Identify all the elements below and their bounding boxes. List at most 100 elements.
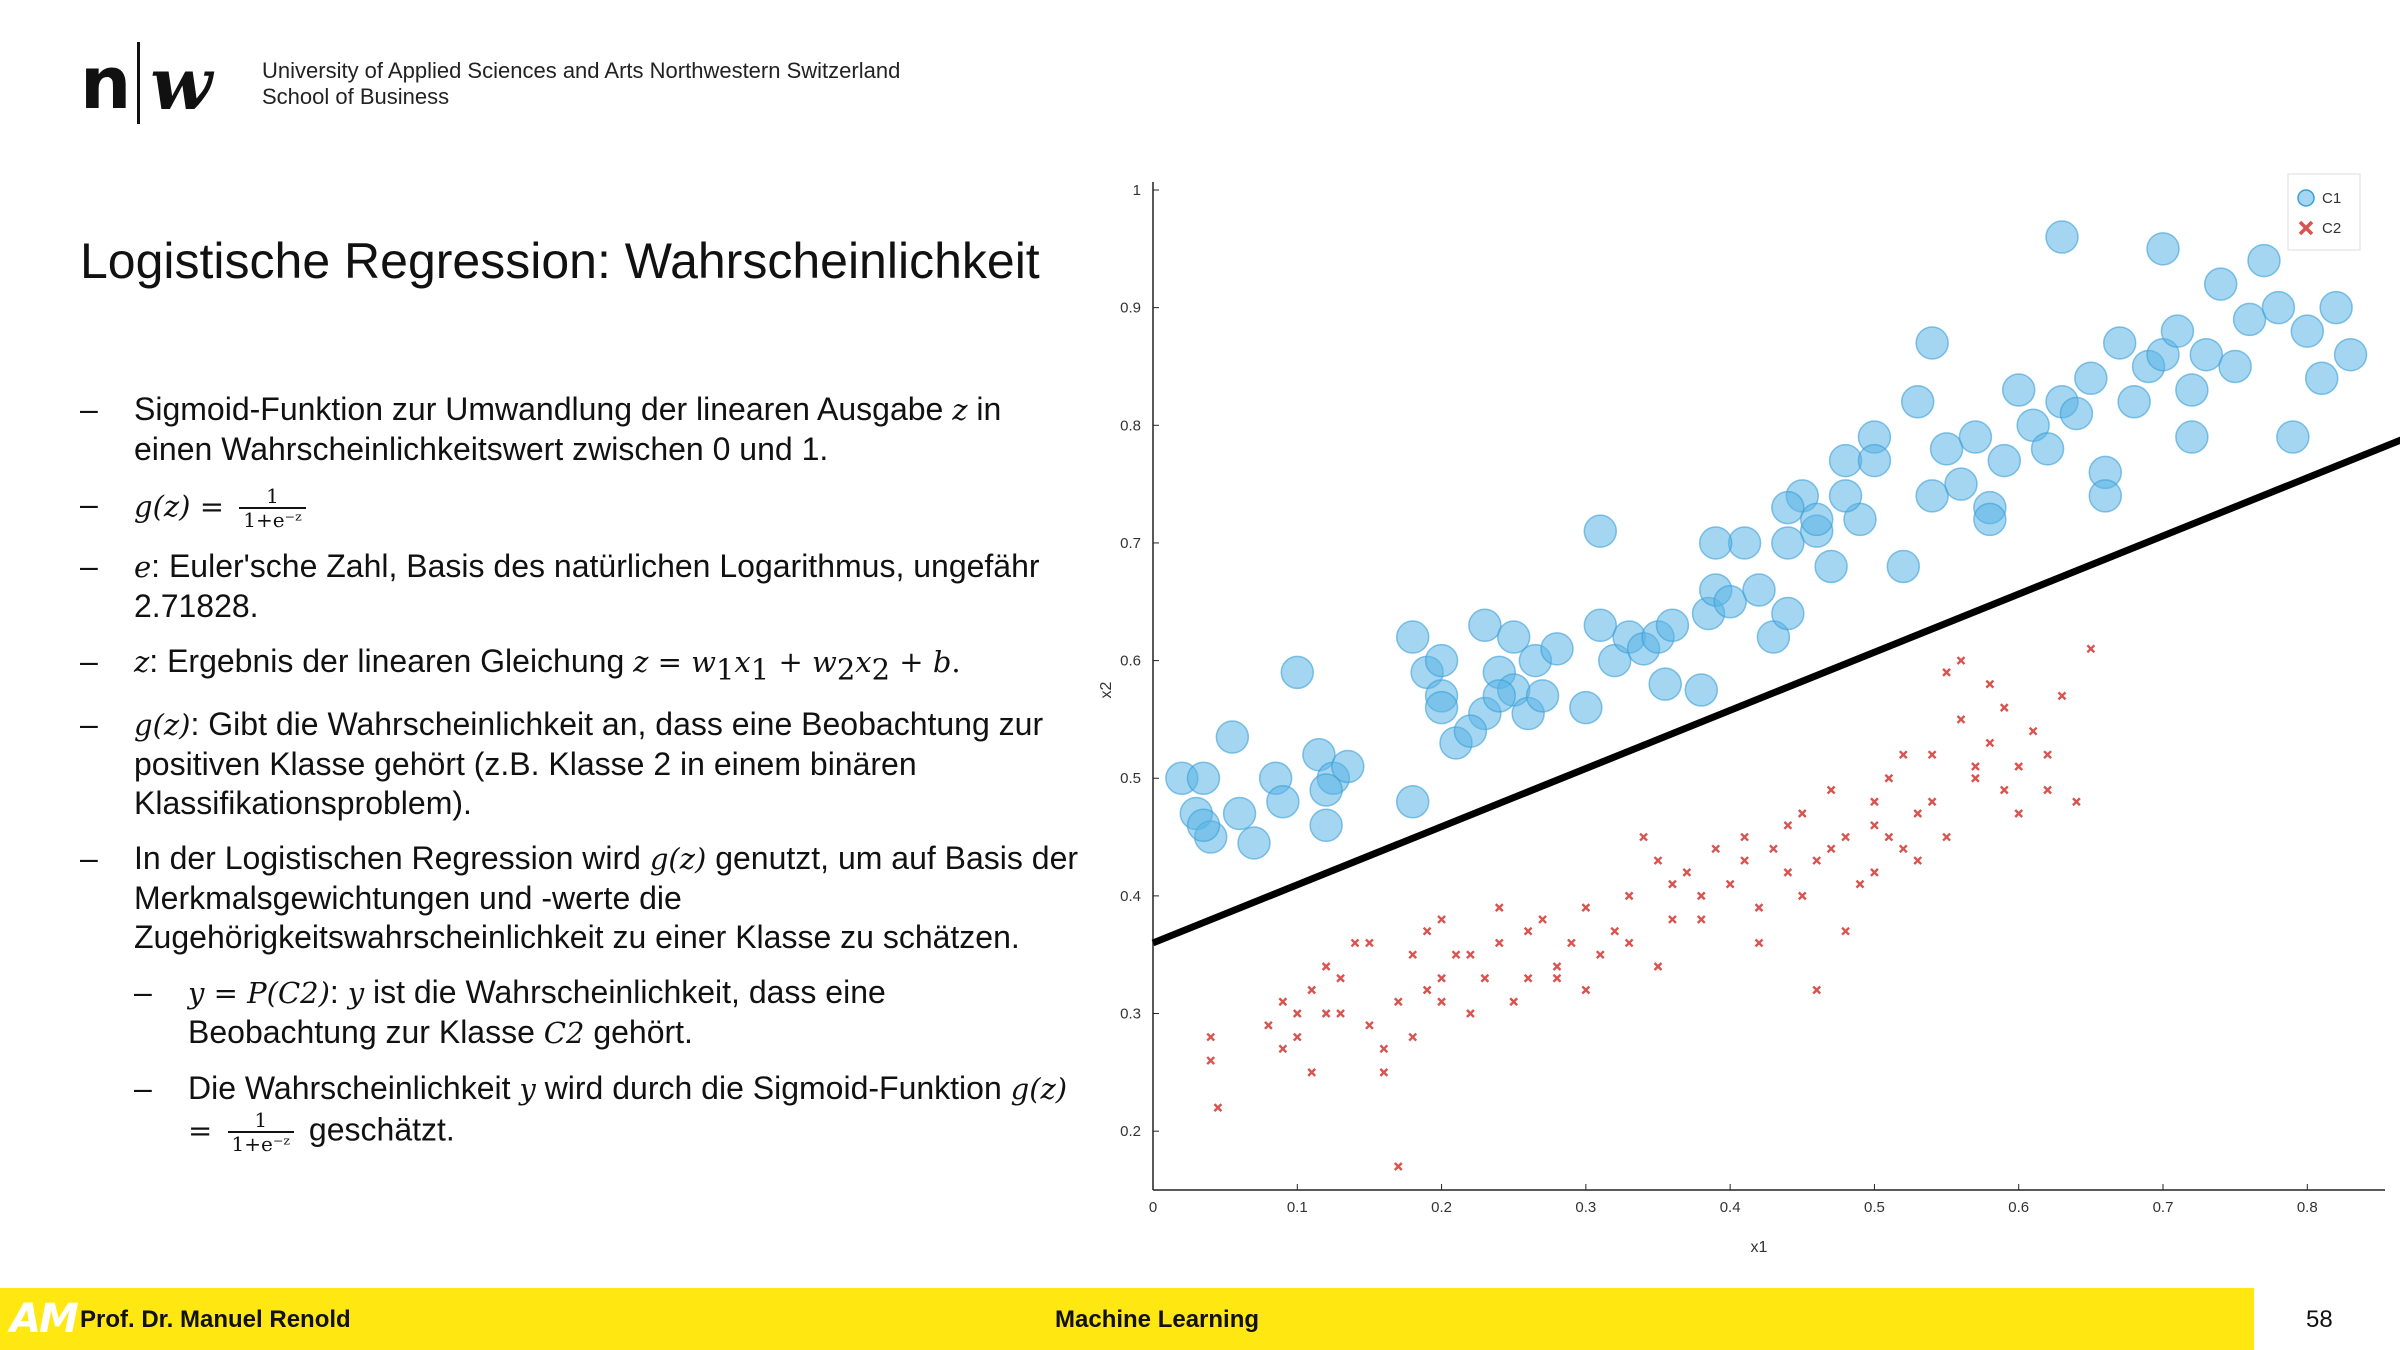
c2-point	[2028, 726, 2038, 736]
bullet-usage: – In der Logistischen Regression wird g(…	[80, 839, 1080, 957]
c2-point	[1754, 938, 1764, 948]
y-tick-label: 0.6	[1120, 653, 1141, 670]
legend-c1-marker	[2297, 189, 2315, 207]
y-tick-label: 0.9	[1120, 300, 1141, 317]
bullet-dash: –	[80, 391, 98, 427]
bullet-dash: –	[80, 548, 98, 584]
math-var: w	[811, 645, 837, 679]
c2-point	[1567, 938, 1576, 948]
legend-box	[2287, 173, 2361, 251]
legend-c2-label: C2	[2322, 220, 2341, 237]
bullet-gz: – g(z): Gibt die Wahrscheinlichkeit an, …	[80, 705, 1080, 823]
c1-point	[1309, 773, 1343, 807]
c1-point	[1900, 385, 1935, 419]
math-var: e	[134, 550, 152, 584]
c2-point	[1971, 762, 1980, 771]
c2-point	[1278, 997, 1288, 1007]
c1-point	[1482, 679, 1517, 713]
c2-point	[1321, 962, 1331, 971]
c1-point	[1684, 673, 1719, 707]
c1-point	[1496, 620, 1531, 654]
c1-point	[1799, 502, 1834, 537]
footer-course: Machine Learning	[1055, 1306, 1260, 1333]
c2-point	[1307, 985, 1317, 995]
c1-point	[2290, 314, 2325, 348]
bullet-euler: – e: Euler'sche Zahl, Basis des natürlic…	[80, 547, 1080, 626]
c2-point	[1581, 903, 1591, 912]
c2-point	[1307, 1068, 1317, 1077]
x-tick-label: 0.6	[2008, 1199, 2029, 1216]
legend-c1-label: C1	[2322, 190, 2341, 207]
math-var: g(z)	[649, 842, 707, 877]
y-tick-label: 0.7	[1120, 535, 1141, 552]
y-axis-label: x2	[1100, 681, 1115, 698]
footer-bar: AM Prof. Dr. Manuel Renold Machine Learn…	[0, 1288, 2254, 1350]
c2-point	[1437, 997, 1446, 1007]
math-var: x	[855, 645, 872, 679]
c1-point	[1395, 785, 1430, 819]
c1-point	[1655, 608, 1690, 643]
c1-point	[2333, 337, 2368, 372]
c1-point	[1395, 620, 1430, 654]
math-var: z	[952, 393, 968, 427]
c1-point	[2102, 326, 2137, 360]
x-tick-label: 0.8	[2297, 1199, 2318, 1216]
math-op: +	[890, 645, 933, 679]
y-tick-label: 0.3	[1120, 1006, 1141, 1023]
c2-point	[1740, 832, 1749, 842]
c2-point	[1985, 738, 1995, 748]
c1-point	[1857, 443, 1892, 478]
c2-point	[1494, 938, 1504, 948]
c1-point	[2030, 432, 2065, 466]
math-eq: z =	[633, 645, 692, 679]
c1-point	[1280, 655, 1315, 690]
c2-point	[1639, 832, 1648, 842]
bullet-text: geschätzt.	[300, 1111, 455, 1148]
c2-point	[1624, 938, 1634, 948]
c2-point	[1422, 985, 1432, 995]
c2-point	[1999, 703, 2009, 712]
institution-line-2: School of Business	[262, 84, 450, 109]
fraction-numerator: 1	[227, 1109, 295, 1134]
c2-point	[1682, 868, 1692, 877]
math-var: w	[691, 645, 716, 679]
institution-name: University of Applied Sciences and Arts …	[262, 58, 900, 110]
c2-point	[1783, 820, 1793, 830]
c1-point	[1266, 785, 1300, 819]
c2-point	[1898, 844, 1908, 854]
c2-point	[1783, 868, 1793, 877]
c2-point	[2057, 691, 2067, 701]
math-sub: 1	[715, 652, 735, 687]
fraction-denominator: 1+e⁻ᶻ	[231, 1132, 291, 1157]
c1-point	[2319, 290, 2353, 325]
c2-point	[1769, 844, 1778, 854]
c1-point	[1222, 796, 1257, 831]
c1-point	[2232, 302, 2267, 337]
c1-point	[1186, 808, 1221, 843]
c2-point	[1321, 1009, 1331, 1018]
c2-point	[1913, 856, 1923, 865]
bullet-dash: –	[80, 706, 98, 743]
c2-point	[1653, 856, 1663, 865]
c2-point	[1696, 915, 1706, 924]
c2-point	[1437, 973, 1446, 983]
y-tick-label: 0.8	[1120, 417, 1141, 434]
c1-point	[2218, 349, 2252, 384]
c2-point	[1942, 832, 1951, 842]
bullet-text: in einen Wahrscheinlichkeitswert zwische…	[134, 391, 1002, 467]
math-eq: y = P(C2)	[188, 976, 330, 1011]
c2-point	[1422, 926, 1432, 936]
footer-author: Prof. Dr. Manuel Renold	[80, 1306, 351, 1333]
c2-point	[1408, 950, 1418, 960]
c2-point	[1437, 915, 1446, 924]
c1-point	[2160, 314, 2195, 348]
c2-point	[2014, 809, 2024, 818]
c2-point	[1336, 1009, 1345, 1018]
c1-point	[1468, 608, 1502, 643]
c2-point	[1466, 950, 1475, 960]
legend-c2-marker	[2298, 220, 2314, 236]
c2-point	[1812, 985, 1822, 995]
c1-point	[1828, 479, 1863, 513]
math-var: C2	[543, 1016, 585, 1051]
c1-point	[1648, 667, 1682, 701]
